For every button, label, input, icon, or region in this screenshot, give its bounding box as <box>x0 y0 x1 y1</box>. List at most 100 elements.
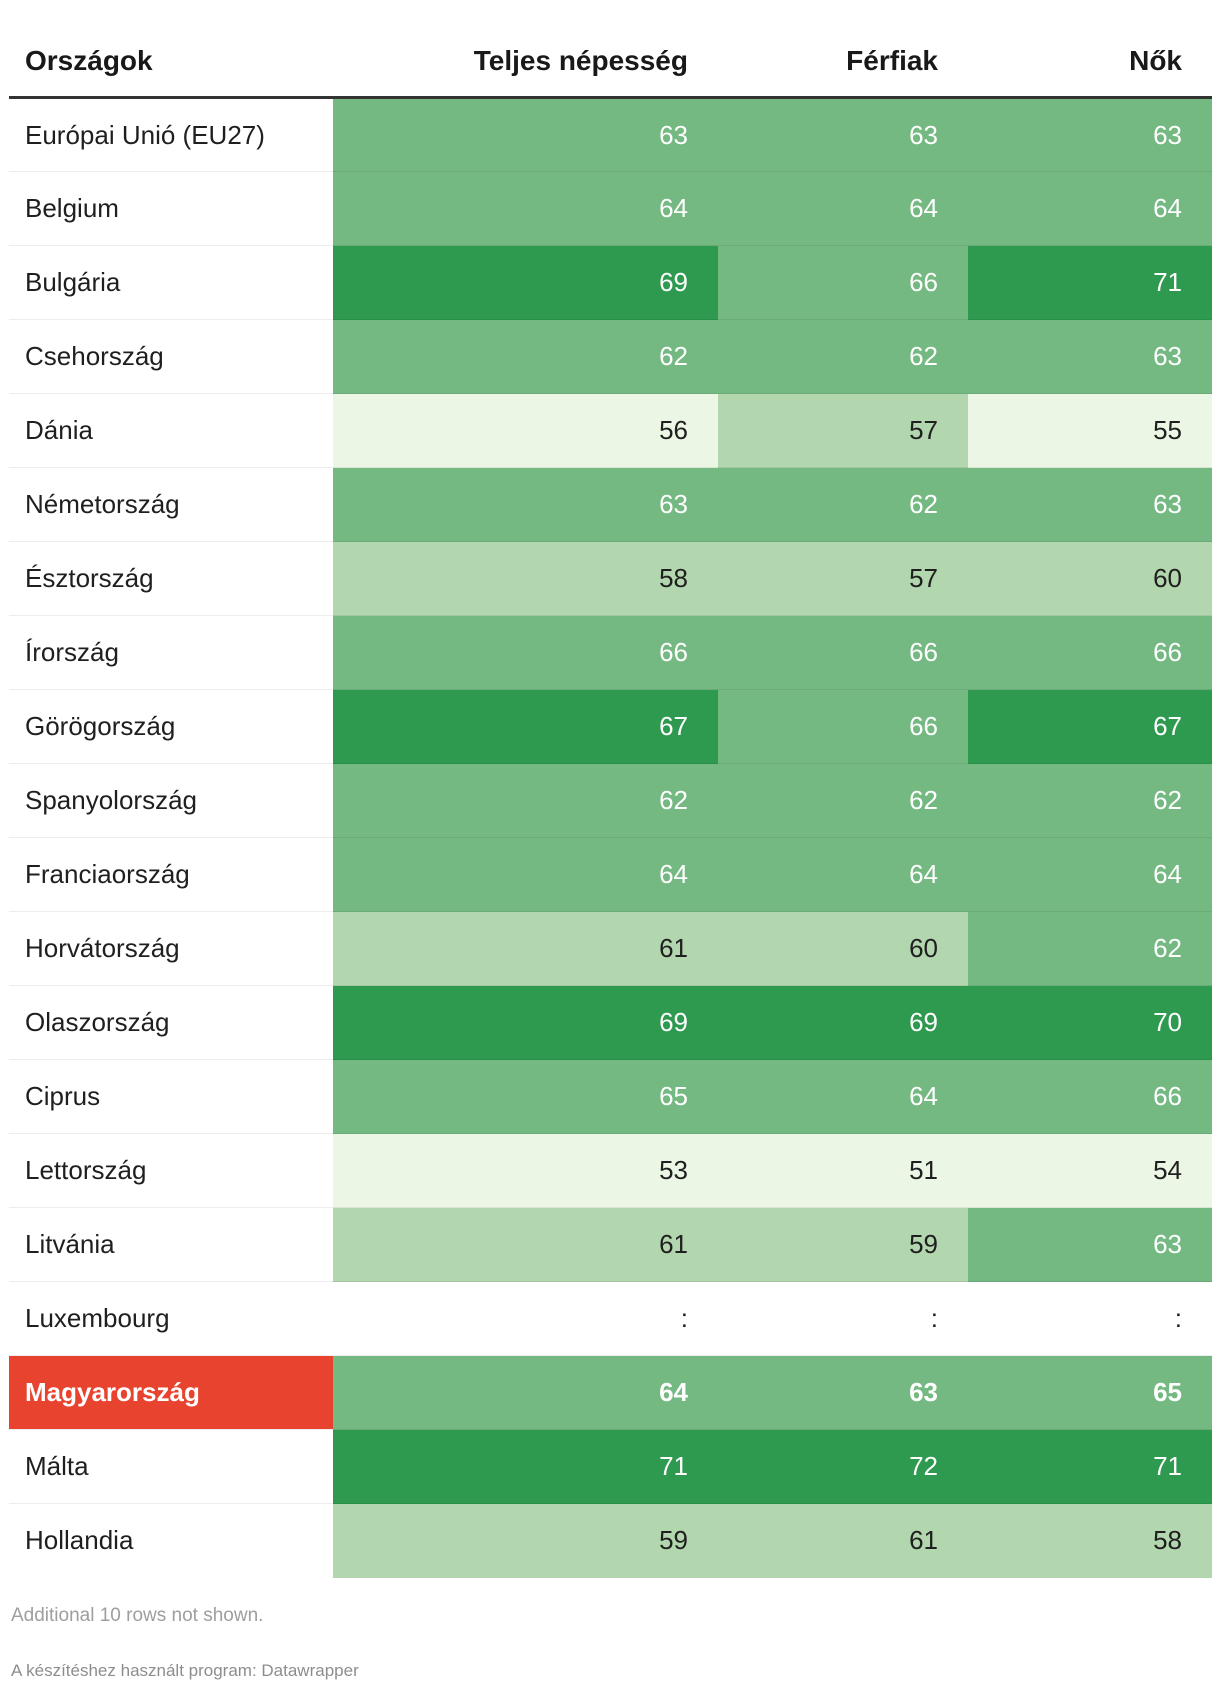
country-cell: Hollandia <box>9 1503 333 1578</box>
value-cell: 61 <box>333 911 718 986</box>
value-cell: 66 <box>968 1059 1212 1134</box>
value-cell: 66 <box>718 689 968 764</box>
value-cell: 64 <box>718 1059 968 1134</box>
country-cell: Magyarország <box>9 1355 333 1430</box>
column-header-countries: Országok <box>9 30 333 99</box>
table-row: Olaszország 69 69 70 <box>9 985 1212 1060</box>
value-cell: 72 <box>718 1429 968 1504</box>
table-row: Németország 63 62 63 <box>9 467 1212 542</box>
country-cell: Írország <box>9 615 333 690</box>
value-cell: 54 <box>968 1133 1212 1208</box>
value-cell: 69 <box>718 985 968 1060</box>
value-cell: 53 <box>333 1133 718 1208</box>
table-row: Spanyolország 62 62 62 <box>9 763 1212 838</box>
value-cell: 71 <box>968 245 1212 320</box>
country-cell: Észtország <box>9 541 333 616</box>
value-cell: 64 <box>333 837 718 912</box>
table-row: Magyarország 64 63 65 <box>9 1355 1212 1430</box>
value-cell: 66 <box>718 615 968 690</box>
country-cell: Csehország <box>9 319 333 394</box>
value-cell: 64 <box>968 171 1212 246</box>
table-row: Litvánia 61 59 63 <box>9 1207 1212 1282</box>
table-body: Európai Unió (EU27) 63 63 63 Belgium 64 64 64 Bu… <box>9 97 1212 1578</box>
value-cell: 64 <box>718 837 968 912</box>
value-cell: 66 <box>968 615 1212 690</box>
value-cell: 65 <box>333 1059 718 1134</box>
table-row: Hollandia 59 61 58 <box>9 1503 1212 1578</box>
value-cell: 64 <box>968 837 1212 912</box>
value-cell: : <box>718 1281 968 1356</box>
value-cell: 63 <box>718 97 968 172</box>
table-row: Írország 66 66 66 <box>9 615 1212 690</box>
heatmap-table: Országok Teljes népesség Férfiak Nők Eur… <box>9 30 1212 1578</box>
country-cell: Németország <box>9 467 333 542</box>
value-cell: 51 <box>718 1133 968 1208</box>
value-cell: 69 <box>333 245 718 320</box>
value-cell: 55 <box>968 393 1212 468</box>
table-row: Belgium 64 64 64 <box>9 171 1212 246</box>
value-cell: 71 <box>333 1429 718 1504</box>
value-cell: 65 <box>968 1355 1212 1430</box>
value-cell: 62 <box>333 763 718 838</box>
value-cell: 63 <box>718 1355 968 1430</box>
country-cell: Lettország <box>9 1133 333 1208</box>
value-cell: 63 <box>968 1207 1212 1282</box>
column-header-men: Férfiak <box>718 30 968 99</box>
value-cell: 69 <box>333 985 718 1060</box>
value-cell: 60 <box>718 911 968 986</box>
country-cell: Európai Unió (EU27) <box>9 97 333 172</box>
value-cell: 63 <box>968 97 1212 172</box>
country-cell: Horvátország <box>9 911 333 986</box>
value-cell: 59 <box>718 1207 968 1282</box>
country-cell: Spanyolország <box>9 763 333 838</box>
table-row: Ciprus 65 64 66 <box>9 1059 1212 1134</box>
table-row: Görögország 67 66 67 <box>9 689 1212 764</box>
value-cell: 67 <box>333 689 718 764</box>
value-cell: 70 <box>968 985 1212 1060</box>
value-cell: 62 <box>718 467 968 542</box>
country-cell: Dánia <box>9 393 333 468</box>
table-row: Málta 71 72 71 <box>9 1429 1212 1504</box>
value-cell: 60 <box>968 541 1212 616</box>
value-cell: : <box>333 1281 718 1356</box>
table-row: Európai Unió (EU27) 63 63 63 <box>9 97 1212 172</box>
country-cell: Luxembourg <box>9 1281 333 1356</box>
country-cell: Málta <box>9 1429 333 1504</box>
column-header-total-population: Teljes népesség <box>333 30 718 99</box>
value-cell: 62 <box>968 911 1212 986</box>
table-row: Lettország 53 51 54 <box>9 1133 1212 1208</box>
rows-not-shown-note: Additional 10 rows not shown. <box>11 1604 264 1626</box>
value-cell: 62 <box>968 763 1212 838</box>
column-header-women: Nők <box>968 30 1212 99</box>
table-row: Csehország 62 62 63 <box>9 319 1212 394</box>
value-cell: 63 <box>968 467 1212 542</box>
value-cell: 64 <box>333 171 718 246</box>
country-cell: Belgium <box>9 171 333 246</box>
table-row: Horvátország 61 60 62 <box>9 911 1212 986</box>
country-cell: Ciprus <box>9 1059 333 1134</box>
attribution-text: A készítéshez használt program: Datawrap… <box>11 1660 359 1680</box>
table-row: Luxembourg::: <box>9 1281 1212 1356</box>
value-cell: 59 <box>333 1503 718 1578</box>
value-cell: 57 <box>718 393 968 468</box>
value-cell: 64 <box>333 1355 718 1430</box>
value-cell: 63 <box>333 467 718 542</box>
value-cell: 67 <box>968 689 1212 764</box>
value-cell: 58 <box>333 541 718 616</box>
value-cell: 63 <box>333 97 718 172</box>
country-cell: Bulgária <box>9 245 333 320</box>
value-cell: 71 <box>968 1429 1212 1504</box>
value-cell: 63 <box>968 319 1212 394</box>
table-header: Országok Teljes népesség Férfiak Nők <box>9 30 1212 99</box>
country-cell: Litvánia <box>9 1207 333 1282</box>
value-cell: 62 <box>333 319 718 394</box>
table-row: Észtország 58 57 60 <box>9 541 1212 616</box>
value-cell: 66 <box>718 245 968 320</box>
country-cell: Olaszország <box>9 985 333 1060</box>
value-cell: 66 <box>333 615 718 690</box>
value-cell: : <box>968 1281 1212 1356</box>
country-cell: Franciaország <box>9 837 333 912</box>
country-cell: Görögország <box>9 689 333 764</box>
value-cell: 56 <box>333 393 718 468</box>
